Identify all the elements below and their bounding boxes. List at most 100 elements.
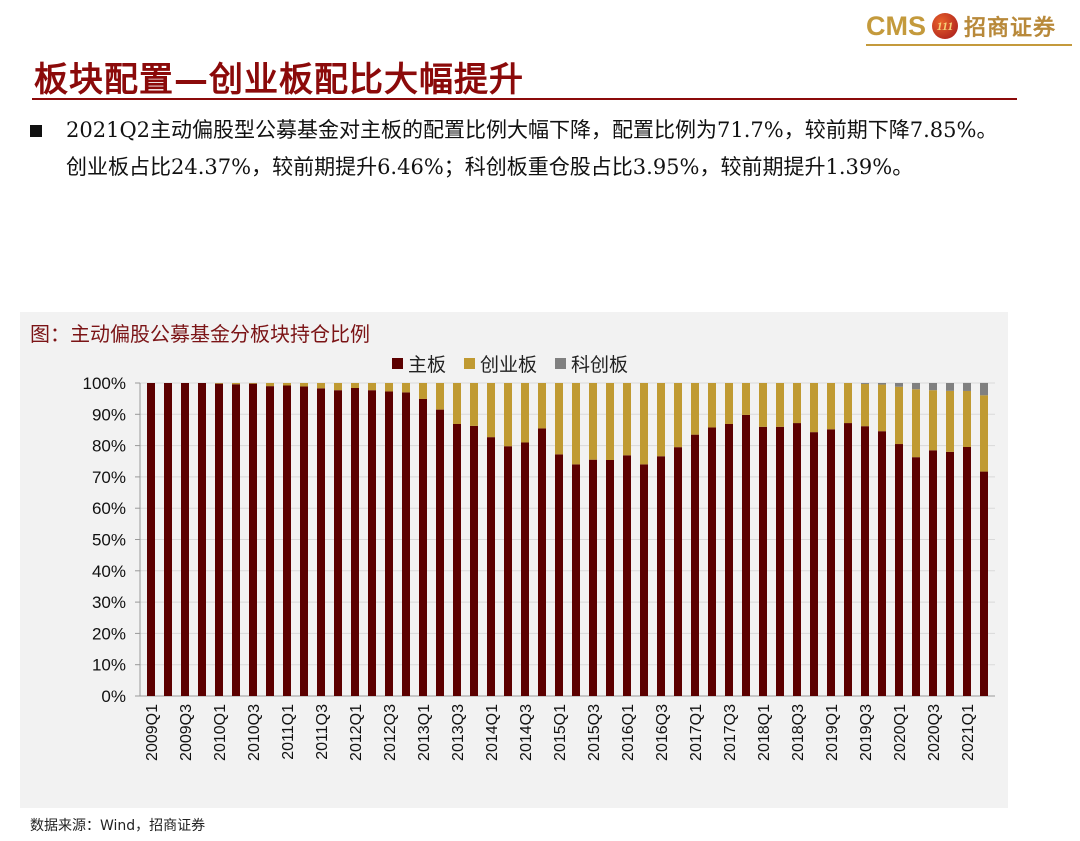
bar-main-board [878,431,886,696]
y-tick-label: 40% [92,562,126,581]
legend-item-main: 主板 [392,350,446,377]
x-tick-label: 2012Q3 [382,704,399,761]
bar-main-board [980,471,988,696]
y-tick-label: 0% [101,687,126,706]
bar-chinext [742,383,750,415]
bar-chinext [912,389,920,458]
x-tick-label: 2011Q1 [280,704,297,760]
bar-main-board [640,464,648,696]
legend-label: 创业板 [480,354,538,376]
x-tick-label: 2012Q1 [348,704,365,761]
x-tick-label: 2010Q1 [212,704,229,761]
bar-main-board [538,428,546,696]
bar-main-board [419,398,427,696]
logo-name: 招商证券 [964,16,1057,41]
bar-main-board [844,423,852,696]
x-tick-label: 2015Q3 [586,704,603,761]
y-tick-label: 80% [92,437,126,456]
bar-main-board [470,425,478,696]
bar-main-board [317,388,325,696]
bar-star-market [912,383,920,390]
bar-main-board [793,423,801,696]
bar-main-board [249,383,257,696]
bar-main-board [691,434,699,696]
bar-chinext [538,383,546,429]
y-tick-label: 100% [83,374,126,393]
bar-chinext [385,383,393,392]
legend-item-gem: 创业板 [464,350,537,377]
bar-main-board [215,383,223,696]
bar-chinext [963,390,971,448]
bar-chinext [402,383,410,393]
bar-main-board [521,442,529,696]
bar-star-market [929,383,937,391]
bar-chinext [317,383,325,389]
x-tick-label: 2019Q1 [824,704,841,761]
bar-chinext [589,383,597,460]
cms-logo: CMS 111 招商证券 [866,10,1056,42]
bar-chinext [640,383,648,465]
y-tick-label: 60% [92,499,126,518]
legend-swatch-star [555,358,567,369]
x-tick-label: 2014Q3 [518,704,535,761]
x-tick-label: 2009Q3 [178,704,195,761]
bar-chinext [249,383,257,384]
bar-main-board [776,426,784,696]
bar-main-board [351,388,359,696]
bar-chinext [929,390,937,451]
bar-chinext [436,383,444,410]
x-tick-label: 2017Q1 [688,704,705,761]
bar-star-market [946,383,954,391]
bar-chinext [419,383,427,399]
bar-main-board [487,437,495,696]
x-tick-label: 2018Q3 [790,704,807,761]
bar-chinext [827,383,835,430]
bar-chinext [334,383,342,391]
legend-item-star: 科创板 [555,350,628,377]
bullet-text: 2021Q2主动偏股型公募基金对主板的配置比例大幅下降，配置比例为71.7%，较… [66,118,998,179]
bar-chinext [691,383,699,435]
bar-chinext [878,384,886,432]
bar-chinext [555,383,563,455]
source-note: 数据来源：Wind，招商证券 [30,818,206,834]
bar-main-board [232,384,240,696]
bar-chinext [368,383,376,391]
bar-main-board [674,447,682,696]
bar-chinext [861,383,869,427]
x-tick-label: 2020Q3 [926,704,943,761]
bar-chinext [844,383,852,424]
bar-main-board [861,426,869,696]
bar-main-board [181,383,189,696]
bar-main-board [895,444,903,696]
bar-chinext [215,383,223,384]
bar-main-board [504,446,512,696]
x-tick-label: 2017Q3 [722,704,739,761]
legend-label: 科创板 [571,354,629,376]
bar-main-board [147,383,155,696]
bar-main-board [606,459,614,696]
bar-main-board [368,390,376,696]
bar-chinext [453,383,461,425]
bar-main-board [334,390,342,696]
y-tick-label: 90% [92,405,126,424]
bar-chinext [895,386,903,445]
y-tick-label: 20% [92,624,126,643]
x-tick-label: 2015Q1 [552,704,569,761]
y-tick-label: 10% [92,656,126,675]
x-tick-label: 2016Q1 [620,704,637,761]
bar-main-board [555,454,563,696]
bar-chinext [623,383,631,456]
bar-main-board [300,386,308,696]
bar-main-board [164,383,172,696]
bar-main-board [810,432,818,696]
bar-main-board [402,392,410,696]
bar-main-board [198,383,206,696]
bar-star-market [861,383,869,384]
bar-chinext [725,383,733,425]
bar-main-board [385,391,393,696]
bar-chinext [572,383,580,465]
page-title: 板块配置—创业板配比大幅提升 [34,60,524,100]
x-tick-label: 2020Q1 [892,704,909,761]
bar-chinext [708,383,716,428]
